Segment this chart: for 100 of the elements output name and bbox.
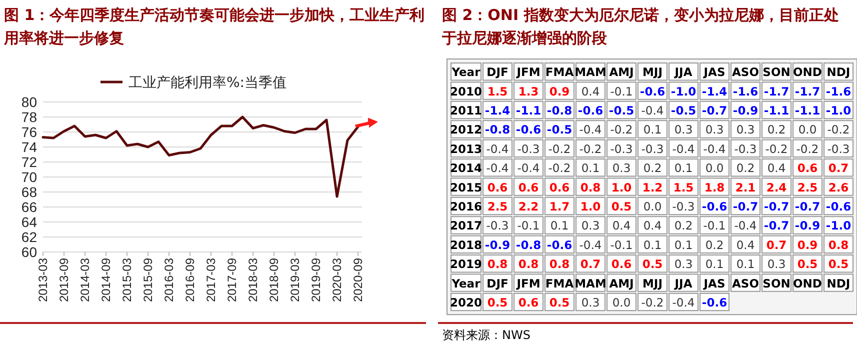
x-tick-label: 2019-03 <box>288 258 302 302</box>
data-label: -0.3 <box>610 142 633 156</box>
x-tick-label: 2014-03 <box>78 258 92 302</box>
data-label: -0.5 <box>608 104 634 118</box>
x-tick-label: 2017-03 <box>204 258 218 302</box>
data-label: 2.1 <box>735 180 756 194</box>
x-tick-label: AMJ <box>609 276 634 290</box>
category-label: JJA <box>674 65 692 80</box>
data-label: -0.4 <box>672 296 695 310</box>
x-tick-label: 2018-03 <box>246 258 260 302</box>
y-tick-label: 70 <box>21 169 38 185</box>
data-label: -0.1 <box>517 218 540 233</box>
data-label: -1.4 <box>484 104 510 118</box>
y-tick-label: 2014 <box>450 161 482 176</box>
data-label: -1.1 <box>764 104 790 118</box>
data-label: -0.6 <box>546 238 572 252</box>
x-tick-label: SON <box>762 276 790 290</box>
data-label: 0.2 <box>674 218 693 233</box>
data-label: -0.2 <box>579 142 602 156</box>
data-label: 0.8 <box>518 257 539 272</box>
data-label: 0.0 <box>612 296 631 310</box>
y-tick-label: 64 <box>21 214 38 230</box>
data-label: 1.0 <box>611 180 632 194</box>
data-label: 0.4 <box>736 238 755 252</box>
y-tick-label: 74 <box>21 139 38 155</box>
x-tick-label: MJJ <box>642 276 663 290</box>
data-label: -1.6 <box>826 84 852 98</box>
data-label: 1.3 <box>518 84 539 98</box>
x-tick-label: 2019-09 <box>309 258 323 302</box>
data-label: -0.6 <box>640 84 666 98</box>
data-label: 0.9 <box>549 84 570 98</box>
data-label: -0.8 <box>516 238 542 252</box>
category-label: JAS <box>704 65 726 80</box>
x-tick-label: 2013-03 <box>36 258 50 302</box>
data-label: 0.2 <box>643 161 662 176</box>
data-label: 0.4 <box>643 218 662 233</box>
x-tick-label: 2013-09 <box>57 258 71 302</box>
data-label: -0.4 <box>579 122 602 137</box>
data-label: -1.7 <box>764 84 790 98</box>
data-label: -1.1 <box>516 104 542 118</box>
category-label: JFM <box>516 65 540 80</box>
data-label: 0.1 <box>674 238 693 252</box>
data-label: 0.4 <box>581 84 600 98</box>
data-label: 0.3 <box>581 296 600 310</box>
data-label: 0.9 <box>797 238 818 252</box>
data-label: 0.7 <box>580 257 601 272</box>
data-label: 0.6 <box>518 296 539 310</box>
category-label: ASO <box>732 65 759 80</box>
data-label: -0.3 <box>672 200 695 214</box>
data-label: -0.2 <box>827 122 850 137</box>
category-label: MJJ <box>642 65 663 80</box>
x-tick-label: OND <box>793 276 822 290</box>
x-tick-label: 2014-09 <box>99 258 113 302</box>
data-label: 0.1 <box>674 161 693 176</box>
data-label: -0.2 <box>548 161 571 176</box>
chart-title: 图 1：今年四季度生产活动节奏可能会进一步加快，工业生产利用率将进一步修复 <box>4 5 426 49</box>
data-label: -0.6 <box>702 296 728 310</box>
data-label: 2.4 <box>766 180 787 194</box>
data-label: 0.1 <box>550 218 569 233</box>
data-label: 0.6 <box>487 180 508 194</box>
data-label: -0.4 <box>486 142 509 156</box>
x-tick-label: 2020-09 <box>351 258 365 302</box>
data-label: 0.2 <box>705 238 724 252</box>
data-label: -1.7 <box>794 84 820 98</box>
x-tick-label: 2015-03 <box>120 258 134 302</box>
x-tick-label: FMA <box>545 276 574 290</box>
data-label: 0.6 <box>611 257 632 272</box>
y-tick-label: 76 <box>21 124 38 140</box>
y-tick-label: 78 <box>21 109 38 125</box>
data-label: -0.6 <box>702 200 728 214</box>
category-label: AMJ <box>609 65 634 80</box>
data-label: 0.2 <box>767 122 786 137</box>
data-label: -1.0 <box>670 84 696 98</box>
data-label: -0.7 <box>702 104 728 118</box>
data-label: -0.4 <box>517 161 540 176</box>
data-label: 1.2 <box>642 180 663 194</box>
data-label: -0.8 <box>546 104 572 118</box>
y-tick-label: 72 <box>21 154 38 170</box>
data-label: 2.5 <box>797 180 818 194</box>
data-label: -0.2 <box>796 142 819 156</box>
data-label: 0.5 <box>611 200 632 214</box>
data-label: -0.2 <box>765 142 788 156</box>
data-label: 0.5 <box>828 257 849 272</box>
data-label: -0.9 <box>794 218 820 233</box>
data-label: 0.2 <box>736 161 755 176</box>
y-tick-label: 2010 <box>450 84 482 98</box>
data-label: 0.7 <box>828 161 849 176</box>
data-label: 0.3 <box>674 257 693 272</box>
x-tick-label: JAS <box>702 276 726 290</box>
category-label: SON <box>762 65 790 80</box>
data-label: -0.4 <box>486 161 509 176</box>
data-label: -0.5 <box>670 104 696 118</box>
x-tick-label: 2020-03 <box>330 258 344 302</box>
data-label: 0.1 <box>643 122 662 137</box>
x-tick-label: 2018-09 <box>267 258 281 302</box>
data-label: 0.1 <box>581 161 600 176</box>
data-label: -0.4 <box>672 142 695 156</box>
category-label: MAM <box>574 65 606 80</box>
data-label: 0.0 <box>643 200 662 214</box>
data-label: 0.8 <box>580 180 601 194</box>
